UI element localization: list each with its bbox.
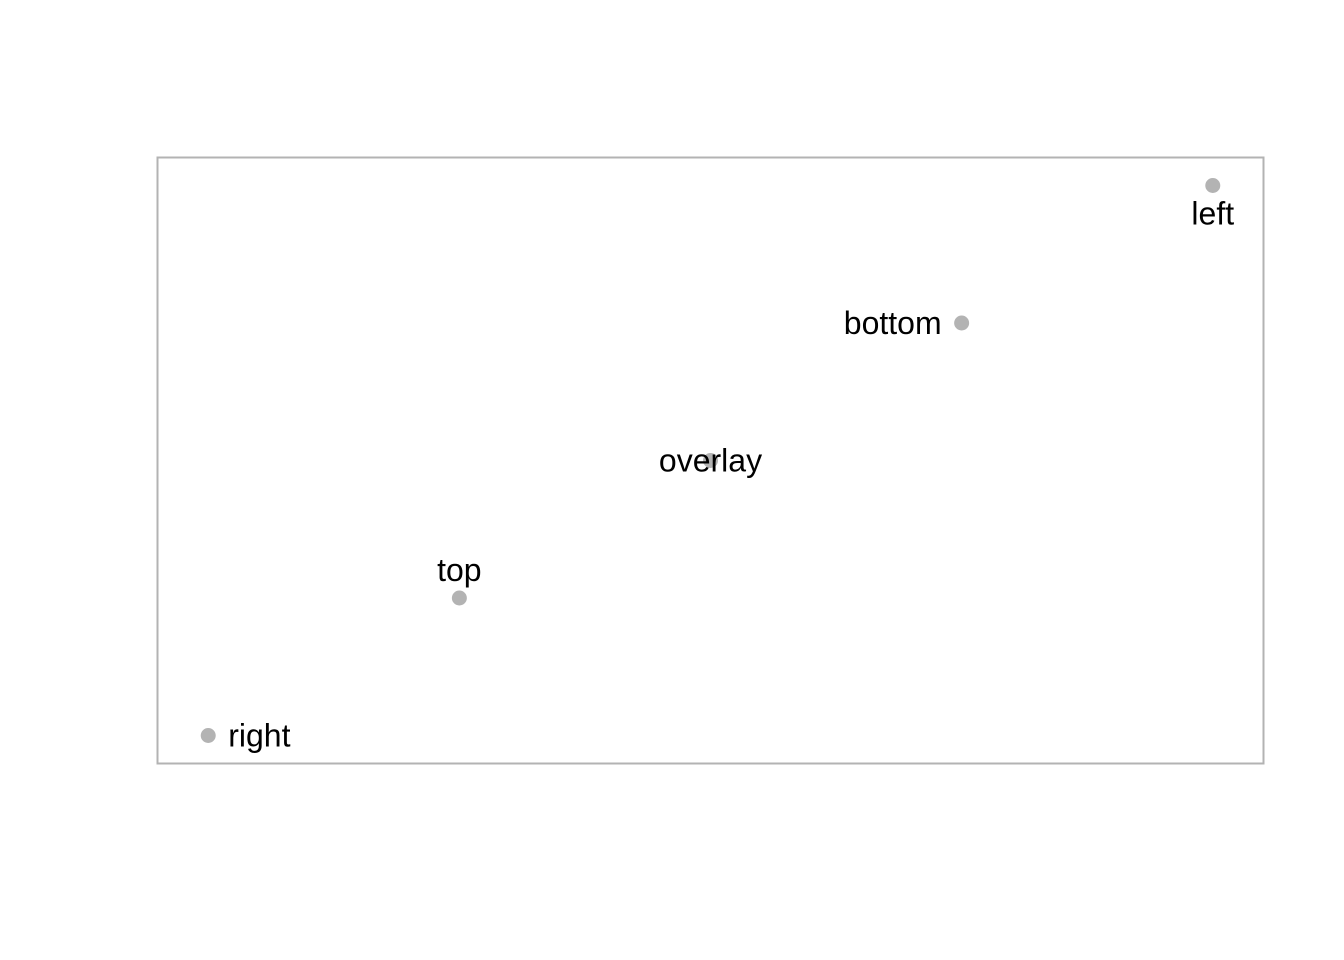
point-label-right: right: [228, 718, 290, 754]
point-marker-overlay: [703, 453, 718, 468]
point-marker-right: [200, 728, 216, 743]
point-label-overlay: overlay: [659, 443, 762, 479]
point-label-top: top: [437, 552, 481, 588]
plot-frame: [156, 156, 1265, 765]
points-layer: right top overlay bottom left: [200, 178, 1234, 754]
point-marker-left: [1205, 178, 1221, 193]
point-label-bottom: bottom: [844, 305, 942, 341]
point-marker-top: [451, 590, 467, 606]
point-marker-bottom: [954, 315, 970, 331]
point-label-left: left: [1191, 196, 1234, 232]
